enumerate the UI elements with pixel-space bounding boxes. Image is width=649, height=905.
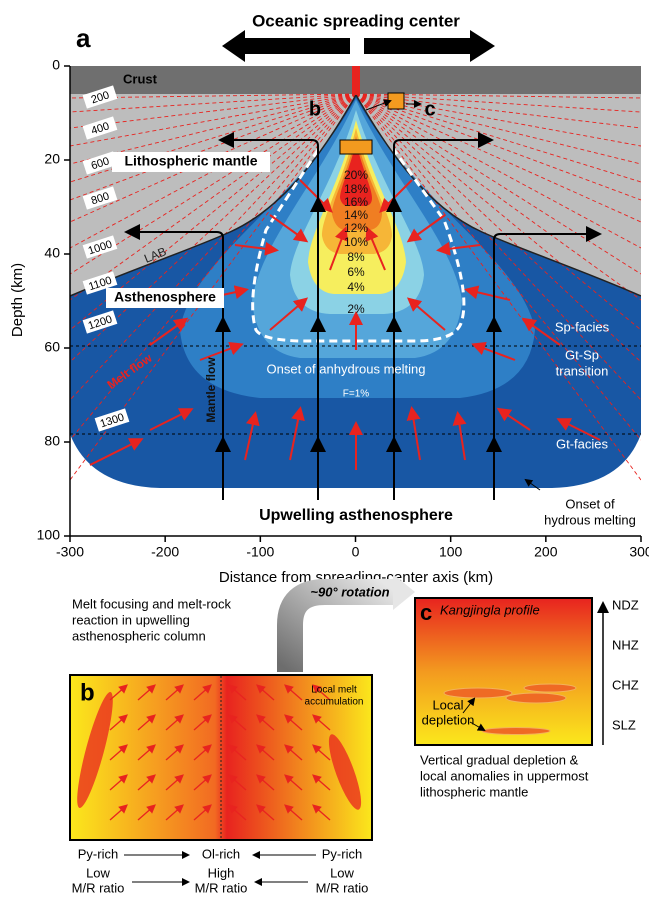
y-tick-label: 60: [44, 339, 60, 355]
label: Gt-facies: [556, 436, 609, 451]
label: High: [208, 865, 235, 880]
label: Sp-facies: [555, 319, 610, 334]
label: transition: [556, 363, 609, 378]
caption: asthenospheric column: [72, 628, 206, 643]
label: Py-rich: [322, 846, 362, 861]
x-tick-label: 0: [352, 544, 360, 560]
label: Low: [330, 865, 354, 880]
caption: Melt focusing and melt-rock: [72, 596, 231, 611]
label: Local melt: [311, 685, 357, 696]
x-tick-label: -200: [151, 544, 179, 560]
inset-label: c: [424, 98, 435, 120]
melt-fraction: 2%: [347, 302, 365, 316]
label: M/R ratio: [72, 880, 125, 895]
caption: local anomalies in uppermost: [420, 768, 589, 783]
melt-fraction: 16%: [344, 195, 368, 209]
figure: -300 -200 -100 0 100 200 300 0 20 40 60 80 100 Ocean…: [0, 0, 649, 900]
y-axis-title: Depth (km): [9, 263, 26, 337]
melt-fraction: 10%: [344, 235, 368, 249]
label: Ol-rich: [202, 846, 240, 861]
label: Onset of: [565, 496, 615, 511]
zone-label: NHZ: [612, 637, 639, 652]
inset-label: b: [309, 98, 321, 120]
label: ~90° rotation: [310, 584, 389, 599]
x-tick-label: -300: [56, 544, 84, 560]
label: M/R ratio: [316, 880, 369, 895]
melt-fraction: 18%: [344, 182, 368, 196]
label: Asthenosphere: [114, 289, 216, 305]
zone-labels: NDZ NHZ CHZ SLZ: [612, 597, 639, 732]
label: Lithospheric mantle: [124, 153, 257, 169]
y-tick-label: 40: [44, 245, 60, 261]
label: hydrous melting: [544, 512, 636, 527]
label: Upwelling asthenosphere: [259, 507, 453, 524]
y-tick-label: 20: [44, 151, 60, 167]
x-tick-label: 300: [629, 544, 649, 560]
title: Oceanic spreading center: [252, 11, 460, 30]
y-tick-label: 80: [44, 433, 60, 449]
y-tick-label: 100: [37, 527, 61, 543]
melt-fraction: 12%: [344, 221, 368, 235]
label: depletion: [422, 712, 475, 727]
label: Py-rich: [78, 846, 118, 861]
inset-marker: [340, 140, 372, 154]
melt-fraction: 8%: [347, 250, 365, 264]
label: Low: [86, 865, 110, 880]
panel-label: a: [76, 23, 91, 53]
melt-fraction: 20%: [344, 168, 368, 182]
page: -300 -200 -100 0 100 200 300 0 20 40 60 80 100 Ocean…: [0, 0, 649, 905]
label: M/R ratio: [195, 880, 248, 895]
label: Mantle flow: [204, 357, 218, 423]
caption: reaction in upwelling: [72, 612, 190, 627]
label: Kangjingla profile: [440, 602, 540, 617]
label: accumulation: [305, 697, 364, 708]
label: Crust: [123, 71, 158, 86]
melt-fraction: 6%: [347, 265, 365, 279]
zone-label: NDZ: [612, 597, 639, 612]
panel-label: b: [80, 679, 95, 706]
x-tick-label: 100: [439, 544, 463, 560]
label: Gt-Sp: [565, 347, 599, 362]
inset-marker: [388, 93, 404, 109]
rotation-arrow: [290, 592, 395, 672]
ridge-axis: [352, 66, 360, 95]
spreading-arrow: [222, 30, 350, 62]
x-tick-label: -100: [246, 544, 274, 560]
melt-fraction: 14%: [344, 208, 368, 222]
label: Onset of anhydrous melting: [267, 361, 426, 376]
caption: lithospheric mantle: [420, 784, 528, 799]
melt-fraction: 4%: [347, 280, 365, 294]
y-tick-label: 0: [52, 57, 60, 73]
zone-label: SLZ: [612, 717, 636, 732]
zone-label: CHZ: [612, 677, 639, 692]
panel-label: c: [420, 600, 432, 625]
label: F=1%: [343, 389, 370, 400]
x-tick-label: 200: [534, 544, 558, 560]
caption: Vertical gradual depletion &: [420, 752, 579, 767]
spreading-arrow: [364, 30, 495, 62]
label: Local: [432, 697, 463, 712]
